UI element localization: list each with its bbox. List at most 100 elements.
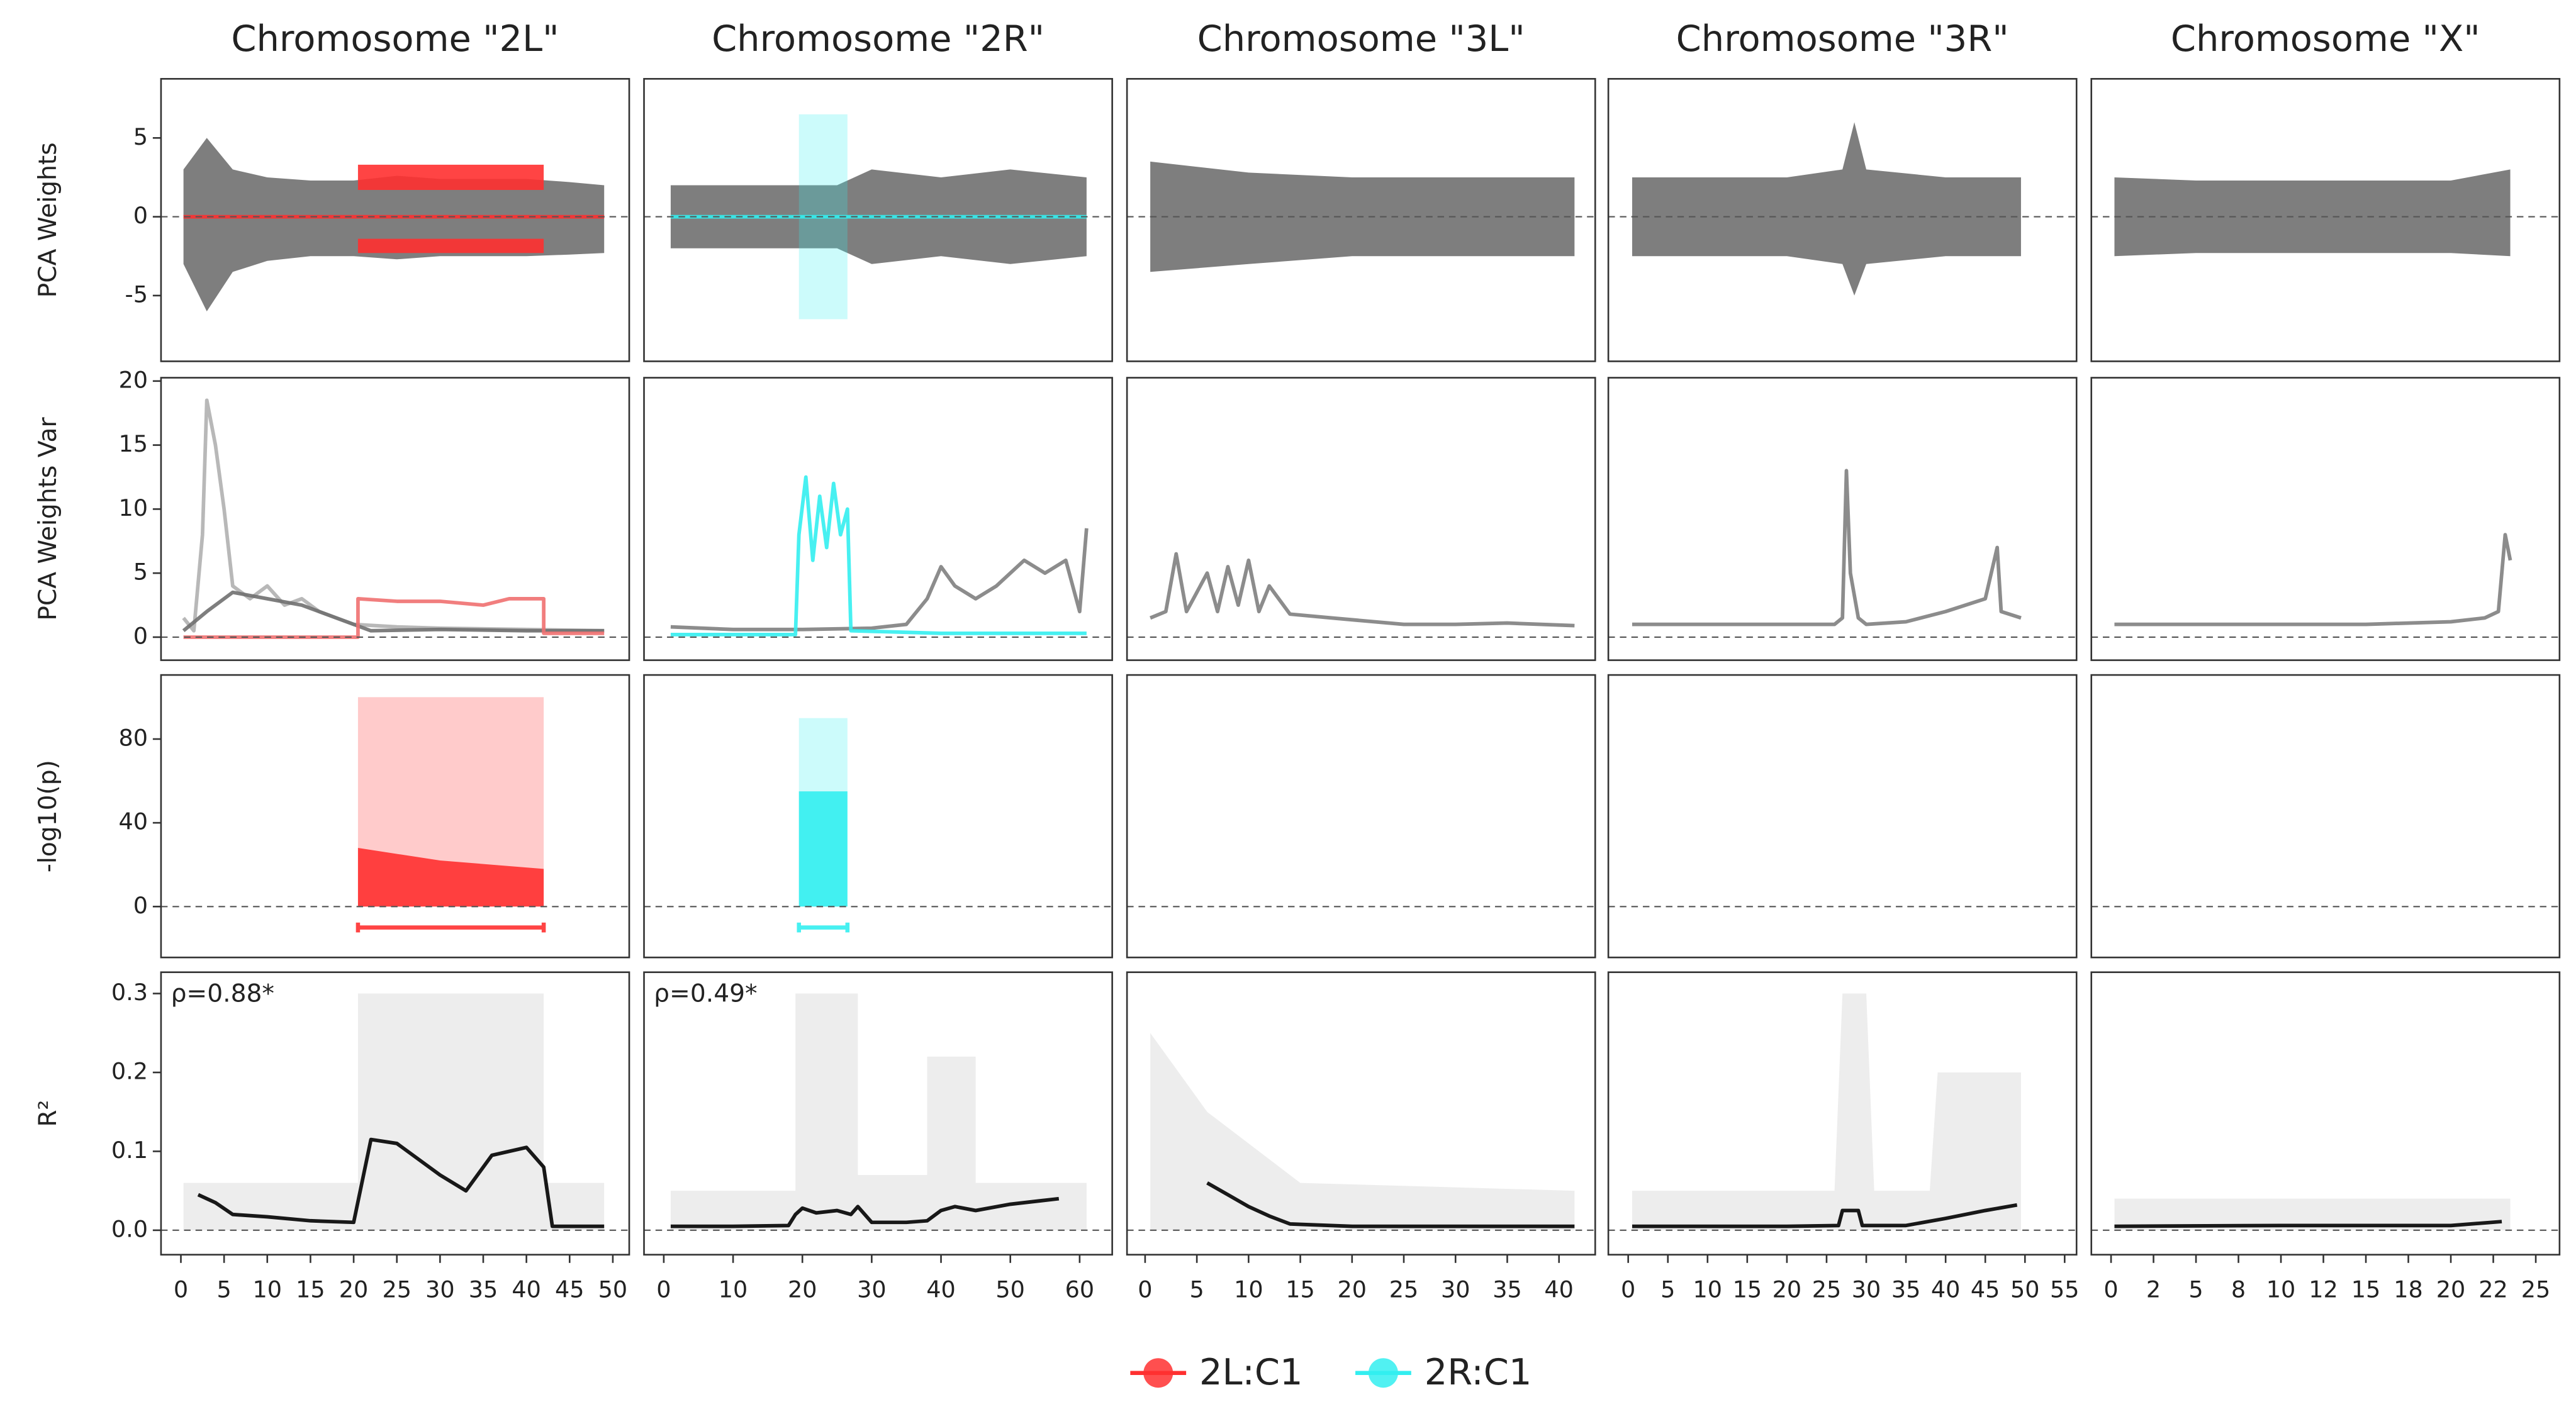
panel-border xyxy=(2090,377,2561,661)
x-tick-label: 20 xyxy=(1772,1276,1802,1303)
y-tick-label: 40 xyxy=(119,808,148,835)
panel xyxy=(2091,675,2560,958)
annotation: ρ=0.49* xyxy=(654,980,757,1008)
x-tick-label: 5 xyxy=(2188,1276,2203,1303)
panel xyxy=(1608,675,2077,958)
panel-border xyxy=(1607,78,2078,362)
data-line xyxy=(182,398,605,633)
x-tick-label: 40 xyxy=(512,1276,541,1303)
x-tick-label: 60 xyxy=(1065,1276,1095,1303)
x-tick-label: 50 xyxy=(995,1276,1025,1303)
x-tick-label: 20 xyxy=(788,1276,817,1303)
panel-border xyxy=(1126,674,1596,959)
y-tick-label: 10 xyxy=(119,494,148,521)
panel xyxy=(644,972,1112,1255)
x-tick-label: 0 xyxy=(174,1276,188,1303)
data-band xyxy=(357,164,544,190)
panel-border xyxy=(160,674,630,959)
x-tick-label: 2 xyxy=(2146,1276,2161,1303)
x-tick-label: 10 xyxy=(1234,1276,1263,1303)
x-tick-label: 22 xyxy=(2478,1276,2508,1303)
x-tick-label: 15 xyxy=(1733,1276,1762,1303)
data-line xyxy=(1206,1181,1575,1228)
y-axis-label: PCA Weights xyxy=(34,142,62,298)
x-tick-label: 25 xyxy=(2521,1276,2551,1303)
panel-border xyxy=(160,377,630,661)
panel-border xyxy=(160,78,630,362)
annotation: ρ=0.88* xyxy=(171,980,274,1008)
x-tick-label: 0 xyxy=(1621,1276,1635,1303)
y-tick-label: 80 xyxy=(119,724,148,751)
y-tick-label: 0 xyxy=(133,202,148,229)
data-line xyxy=(183,597,605,639)
x-tick-label: 45 xyxy=(555,1276,585,1303)
panel-border xyxy=(643,78,1113,362)
panel-border xyxy=(1607,674,2078,959)
x-tick-label: 10 xyxy=(1693,1276,1723,1303)
legend-marker xyxy=(1368,1358,1398,1388)
facet-title: Chromosome "2R" xyxy=(712,18,1044,60)
x-tick-label: 20 xyxy=(2436,1276,2466,1303)
x-tick-label: 10 xyxy=(719,1276,748,1303)
x-tick-label: 5 xyxy=(1189,1276,1204,1303)
data-line xyxy=(2114,1220,2502,1228)
panel xyxy=(2091,377,2560,660)
x-tick-label: 25 xyxy=(1812,1276,1842,1303)
panel xyxy=(160,675,630,958)
data-band xyxy=(357,848,544,907)
data-line xyxy=(670,475,1087,637)
panel xyxy=(1127,675,1596,958)
facet-title: Chromosome "2L" xyxy=(231,18,559,60)
panel xyxy=(1127,972,1596,1255)
x-tick-label: 50 xyxy=(2010,1276,2040,1303)
y-axis-label: PCA Weights Var xyxy=(34,417,62,621)
x-tick-label: 18 xyxy=(2394,1276,2423,1303)
data-line xyxy=(182,590,605,633)
interval-bar xyxy=(356,922,546,933)
data-line xyxy=(1632,1203,2018,1228)
panel-border xyxy=(1126,377,1596,661)
panel xyxy=(160,377,630,660)
data-line xyxy=(197,1137,605,1228)
x-tick-label: 45 xyxy=(1971,1276,2000,1303)
panel xyxy=(2091,972,2560,1255)
x-tick-label: 0 xyxy=(1138,1276,1152,1303)
x-tick-label: 30 xyxy=(1852,1276,1881,1303)
x-tick-label: 25 xyxy=(382,1276,412,1303)
x-tick-label: 8 xyxy=(2231,1276,2246,1303)
panel-border xyxy=(1126,971,1596,1256)
x-tick-label: 30 xyxy=(1441,1276,1470,1303)
x-tick-label: 25 xyxy=(1389,1276,1419,1303)
x-tick-label: 10 xyxy=(253,1276,283,1303)
x-tick-label: 12 xyxy=(2309,1276,2338,1303)
x-tick-label: 20 xyxy=(339,1276,369,1303)
panel-border xyxy=(2090,674,2561,959)
panel xyxy=(1127,377,1596,660)
data-band xyxy=(2114,169,2511,257)
data-cloud xyxy=(183,993,605,1230)
x-tick-label: 0 xyxy=(2103,1276,2118,1303)
panel xyxy=(644,675,1112,958)
y-axis-label: -log10(p) xyxy=(34,760,62,872)
x-tick-label: 0 xyxy=(656,1276,671,1303)
x-tick-label: 10 xyxy=(2266,1276,2296,1303)
panel-border xyxy=(2090,78,2561,362)
x-tick-label: 40 xyxy=(1544,1276,1574,1303)
data-band xyxy=(357,238,544,253)
x-tick-label: 15 xyxy=(296,1276,325,1303)
legend-marker xyxy=(1143,1358,1173,1388)
data-band xyxy=(1632,122,2021,296)
interval-bar xyxy=(797,922,850,933)
x-tick-label: 40 xyxy=(926,1276,956,1303)
x-tick-label: 35 xyxy=(469,1276,498,1303)
panel-border xyxy=(643,377,1113,661)
x-tick-label: 5 xyxy=(1660,1276,1675,1303)
data-line xyxy=(1150,552,1575,628)
y-tick-label: 20 xyxy=(119,366,148,393)
panel-border xyxy=(2090,971,2561,1256)
data-line xyxy=(1632,469,2022,626)
facet-title: Chromosome "3L" xyxy=(1197,18,1525,60)
data-line xyxy=(670,1196,1060,1228)
y-tick-label: 0.2 xyxy=(111,1057,148,1084)
x-tick-label: 50 xyxy=(598,1276,628,1303)
